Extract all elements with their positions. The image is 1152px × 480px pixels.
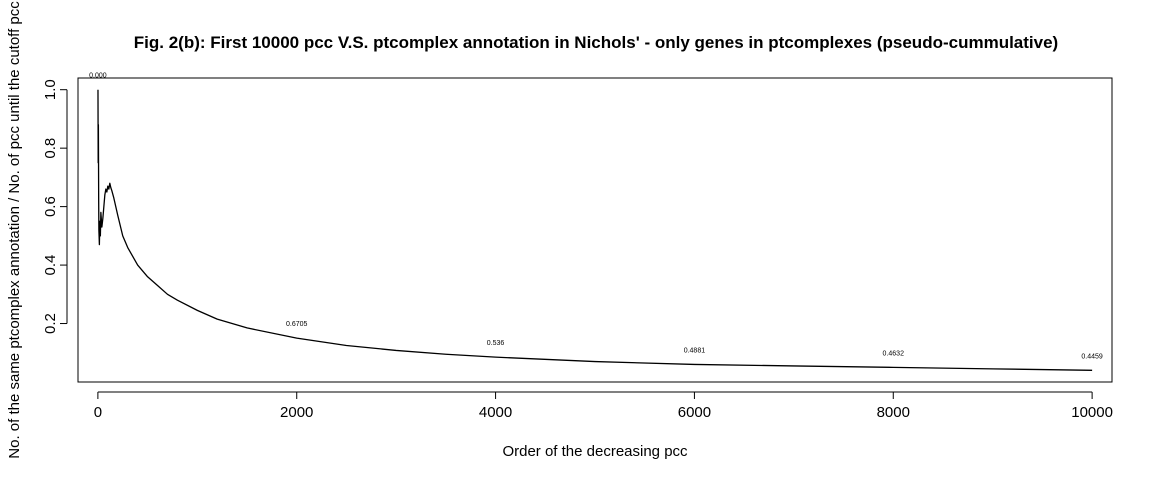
y-tick-label: 1.0 [42,79,59,100]
x-tick-label: 8000 [877,404,910,421]
x-tick-label: 2000 [280,404,313,421]
x-tick-label: 4000 [479,404,512,421]
y-axis: 0.2 0.4 0.6 0.8 1.0 [42,79,68,334]
x-tick-label: 6000 [678,404,711,421]
x-tick-label: 10000 [1071,404,1113,421]
chart-title: Fig. 2(b): First 10000 pcc V.S. ptcomple… [134,33,1058,52]
y-axis-label: No. of the same ptcomplex annotation / N… [6,1,23,459]
data-label: 0.4632 [883,350,905,357]
data-label: 0.4459 [1081,353,1103,360]
x-axis: 0 2000 4000 6000 8000 10000 [94,391,1113,421]
data-label-layer: 0.000 0.6705 0.536 0.4881 0.4632 0.4459 [89,73,1103,361]
y-tick-label: 0.6 [42,196,59,217]
plot-area-frame [77,77,1113,383]
series-layer [97,89,1093,371]
series-line-0 [97,89,1093,371]
x-axis-label: Order of the decreasing pcc [502,443,688,460]
y-tick-label: 0.4 [42,255,59,276]
data-label: 0.6705 [286,321,308,328]
data-label: 0.4881 [684,347,706,354]
data-label: 0.536 [487,340,505,347]
x-tick-label: 0 [94,404,102,421]
y-tick-label: 0.8 [42,138,59,159]
data-label: 0.000 [89,73,107,80]
y-tick-label: 0.2 [42,313,59,334]
